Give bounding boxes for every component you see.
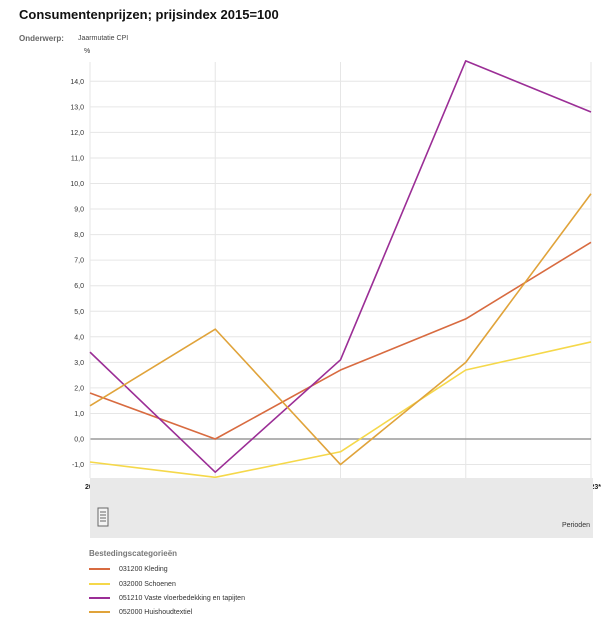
legend-swatch	[89, 611, 110, 613]
y-tick-label: 11,0	[71, 155, 84, 162]
y-tick-label: 9,0	[74, 207, 84, 214]
y-axis-unit: %	[84, 48, 91, 55]
grid-lines	[89, 62, 592, 478]
legend-item-kleding[interactable]: 031200 Kleding	[89, 563, 168, 575]
period-slider[interactable]: Perioden	[90, 478, 593, 538]
legend-label: 031200 Kleding	[119, 565, 168, 573]
legend-swatch	[89, 583, 110, 585]
subject-value[interactable]: Jaarmutatie CPI	[78, 35, 129, 42]
page-title: Consumentenprijzen; prijsindex 2015=100	[19, 7, 279, 22]
y-tick-label: 2,0	[74, 385, 84, 392]
y-tick-label: 12,0	[70, 130, 84, 137]
y-tick-label: 10,0	[70, 181, 84, 188]
y-tick-label: 8,0	[74, 232, 84, 239]
legend-title: Bestedingscategorieën	[89, 549, 178, 558]
y-tick-label: 5,0	[74, 309, 84, 316]
x-axis-label: Perioden	[561, 522, 590, 529]
y-tick-label: -1,0	[72, 462, 84, 469]
legend-label: 032000 Schoenen	[119, 580, 176, 588]
y-tick-label: 13,0	[70, 104, 84, 111]
y-tick-label: 6,0	[74, 283, 84, 290]
slider-handle-icon[interactable]	[97, 507, 109, 527]
legend-item-schoenen[interactable]: 032000 Schoenen	[89, 578, 176, 590]
legend-label: 052000 Huishoudtextiel	[119, 608, 193, 616]
y-tick-label: 3,0	[74, 360, 84, 367]
y-tick-label: 0,0	[74, 437, 84, 444]
series-line-vloer[interactable]	[89, 60, 592, 474]
y-tick-labels: -1,0 0,0 1,0 2,0 3,0 4,0 5,0 6,0 7,0 8,0 9,0 10,0 11…	[70, 79, 84, 469]
series-line-textiel[interactable]	[89, 193, 592, 466]
y-tick-label: 7,0	[74, 258, 84, 265]
legend-swatch	[89, 597, 110, 599]
legend-item-textiel[interactable]: 052000 Huishoudtextiel	[89, 606, 192, 618]
legend-item-vloer[interactable]: 051210 Vaste vloerbedekking en tapijten	[89, 592, 245, 604]
legend-label: 051210 Vaste vloerbedekking en tapijten	[119, 594, 245, 602]
y-tick-label: 1,0	[74, 411, 84, 418]
y-tick-label: 4,0	[74, 334, 84, 341]
legend-swatch	[89, 568, 110, 570]
y-tick-label: 14,0	[70, 79, 84, 86]
subject-label: Onderwerp:	[19, 34, 64, 43]
series-line-schoenen[interactable]	[89, 341, 592, 479]
series-lines	[89, 60, 592, 479]
series-line-kleding[interactable]	[89, 241, 592, 440]
